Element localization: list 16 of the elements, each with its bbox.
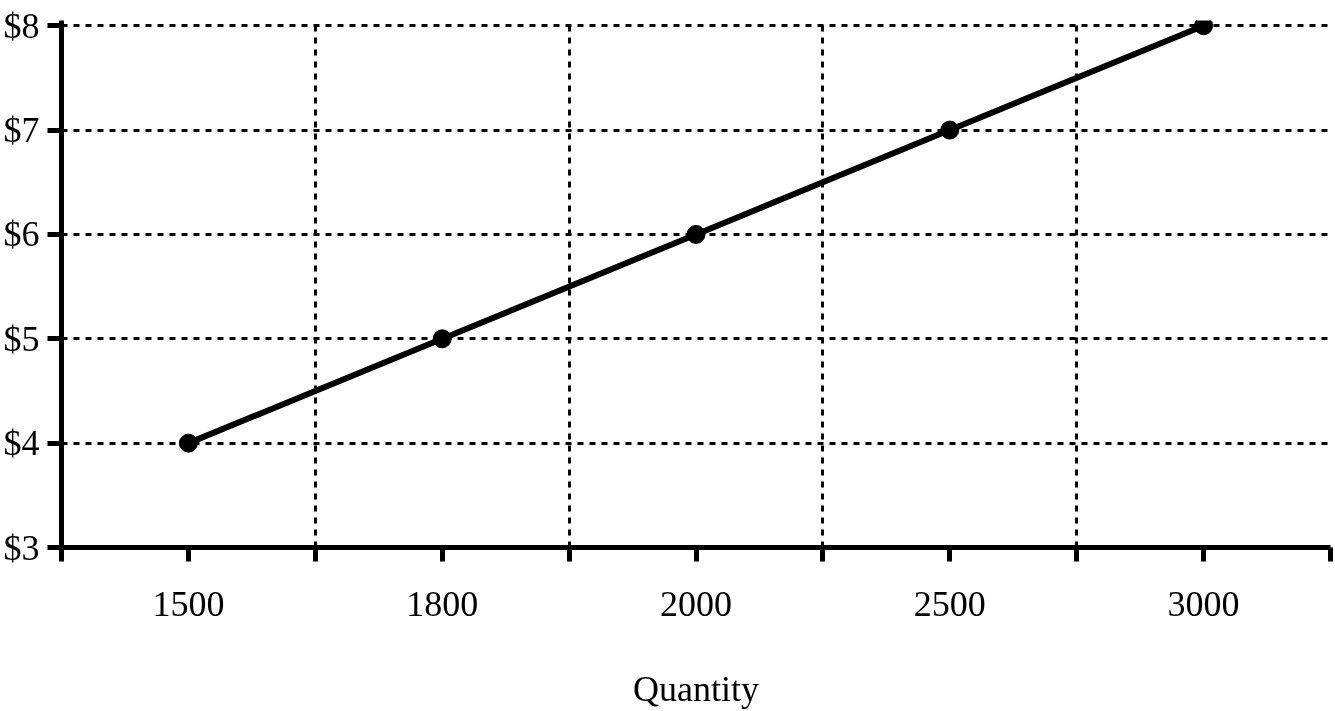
point bbox=[686, 224, 706, 244]
x-tick-label: 1800 bbox=[406, 583, 479, 624]
y-tick-label: $3 bbox=[3, 527, 40, 568]
y-tick-label: $6 bbox=[3, 214, 40, 255]
x-tick-label: 1500 bbox=[152, 583, 225, 624]
x-tick-label: 3000 bbox=[1167, 583, 1240, 624]
y-tick-label: $5 bbox=[3, 318, 40, 359]
x-axis-title: Quantity bbox=[633, 668, 759, 709]
point bbox=[940, 120, 960, 140]
point bbox=[178, 433, 198, 453]
y-tick-label: $4 bbox=[3, 423, 40, 464]
point bbox=[432, 329, 452, 349]
y-tick-label: $7 bbox=[3, 110, 40, 151]
x-tick-label: 2000 bbox=[660, 583, 732, 624]
y-tick-label: $8 bbox=[3, 5, 40, 46]
x-tick-label: 2500 bbox=[913, 583, 986, 624]
